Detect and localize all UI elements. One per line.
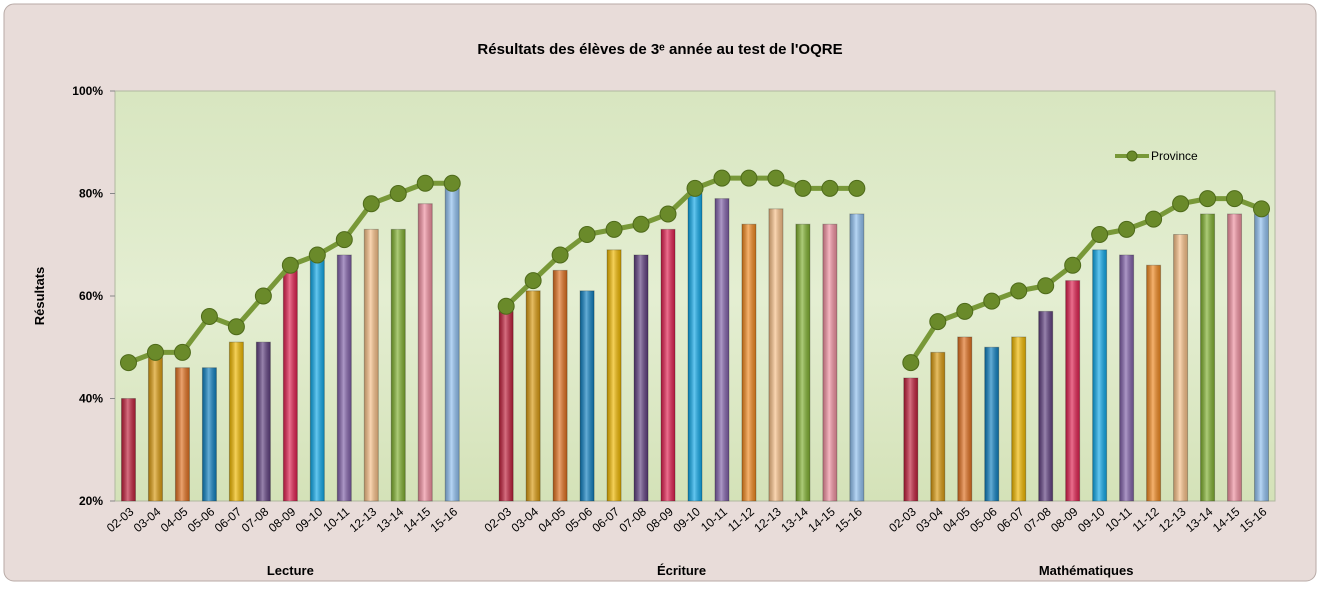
bar-shine [391, 229, 406, 501]
bar-shine [445, 188, 460, 501]
line-marker [254, 287, 272, 305]
line-marker [497, 297, 515, 315]
line-marker [1037, 277, 1055, 295]
line-marker [389, 185, 407, 202]
line-marker [551, 246, 569, 264]
line-marker [1118, 220, 1136, 238]
line-marker [956, 302, 974, 320]
line-marker [713, 169, 731, 187]
y-tick-label: 100% [72, 84, 103, 98]
bar-shine [661, 229, 676, 501]
bar-shine [1038, 311, 1053, 501]
legend-marker [1126, 150, 1138, 162]
legend-label: Province [1151, 149, 1198, 163]
bar-shine [1065, 280, 1080, 501]
line-marker [335, 231, 353, 249]
line-marker [1091, 226, 1109, 243]
line-marker [1226, 190, 1244, 208]
y-tick-label: 80% [79, 187, 103, 201]
line-marker [794, 179, 812, 197]
y-tick-label: 60% [79, 289, 103, 303]
bar-shine [822, 224, 837, 501]
line-marker [1010, 282, 1028, 300]
bar-shine [1146, 265, 1161, 501]
line-marker [605, 220, 623, 238]
bar-shine [229, 342, 244, 501]
bar-shine [1200, 214, 1215, 501]
line-marker [281, 256, 299, 274]
bar-shine [526, 290, 541, 501]
group-label: Mathématiques [1039, 563, 1134, 578]
line-marker [416, 174, 434, 192]
bar-shine [337, 255, 352, 501]
bar-shine [121, 398, 136, 501]
line-marker [227, 318, 245, 336]
line-marker [200, 308, 218, 325]
bar-shine [984, 347, 999, 501]
bar-shine [202, 367, 217, 501]
bar-shine [553, 270, 568, 501]
line-marker [740, 169, 758, 187]
y-tick-label: 20% [79, 494, 103, 508]
line-marker [524, 272, 542, 290]
bar-shine [607, 249, 622, 501]
line-marker [821, 179, 839, 197]
bar-shine [795, 224, 810, 501]
bar-shine [634, 255, 649, 501]
y-axis-label: Résultats [32, 267, 47, 326]
chart-title: Résultats des élèves de 3ᵉ année au test… [477, 41, 842, 58]
line-marker [902, 354, 920, 372]
y-tick-label: 40% [79, 392, 103, 406]
bar-shine [148, 357, 163, 501]
line-marker [983, 292, 1001, 310]
line-marker [767, 169, 785, 187]
bar-shine [499, 311, 514, 501]
group-label: Écriture [657, 563, 706, 578]
line-marker [173, 343, 191, 361]
bar-shine [957, 337, 972, 501]
line-marker [659, 205, 677, 223]
line-marker [1199, 190, 1217, 208]
line-marker [119, 354, 137, 372]
bar-shine [849, 214, 864, 501]
bar-shine [1011, 337, 1026, 501]
bar-shine [364, 229, 379, 501]
line-marker [1145, 210, 1163, 228]
bar-shine [741, 224, 756, 501]
line-marker [308, 246, 326, 264]
bar-shine [1092, 249, 1107, 501]
bar-shine [1254, 214, 1269, 501]
bar-shine [283, 270, 298, 501]
line-marker [1172, 195, 1190, 213]
bar-shine [768, 208, 783, 501]
line-marker [632, 215, 650, 233]
bar-shine [580, 290, 595, 501]
line-marker [848, 179, 866, 197]
bar-shine [418, 203, 433, 501]
bar-shine [930, 352, 945, 501]
line-marker [362, 195, 380, 213]
bar-shine [688, 193, 702, 501]
bar-shine [256, 342, 271, 501]
bar-shine [175, 367, 190, 501]
line-marker [1253, 200, 1271, 218]
line-marker [443, 174, 461, 192]
bar-shine [310, 260, 325, 501]
line-marker [929, 313, 947, 331]
line-marker [1064, 256, 1082, 274]
bar-shine [1119, 255, 1134, 501]
line-marker [686, 179, 704, 197]
bar-shine [903, 378, 918, 501]
bar-shine [714, 198, 729, 501]
group-label: Lecture [267, 563, 314, 578]
bar-shine [1173, 234, 1188, 501]
line-marker [146, 343, 164, 361]
line-marker [578, 226, 596, 243]
bar-shine [1227, 214, 1242, 501]
